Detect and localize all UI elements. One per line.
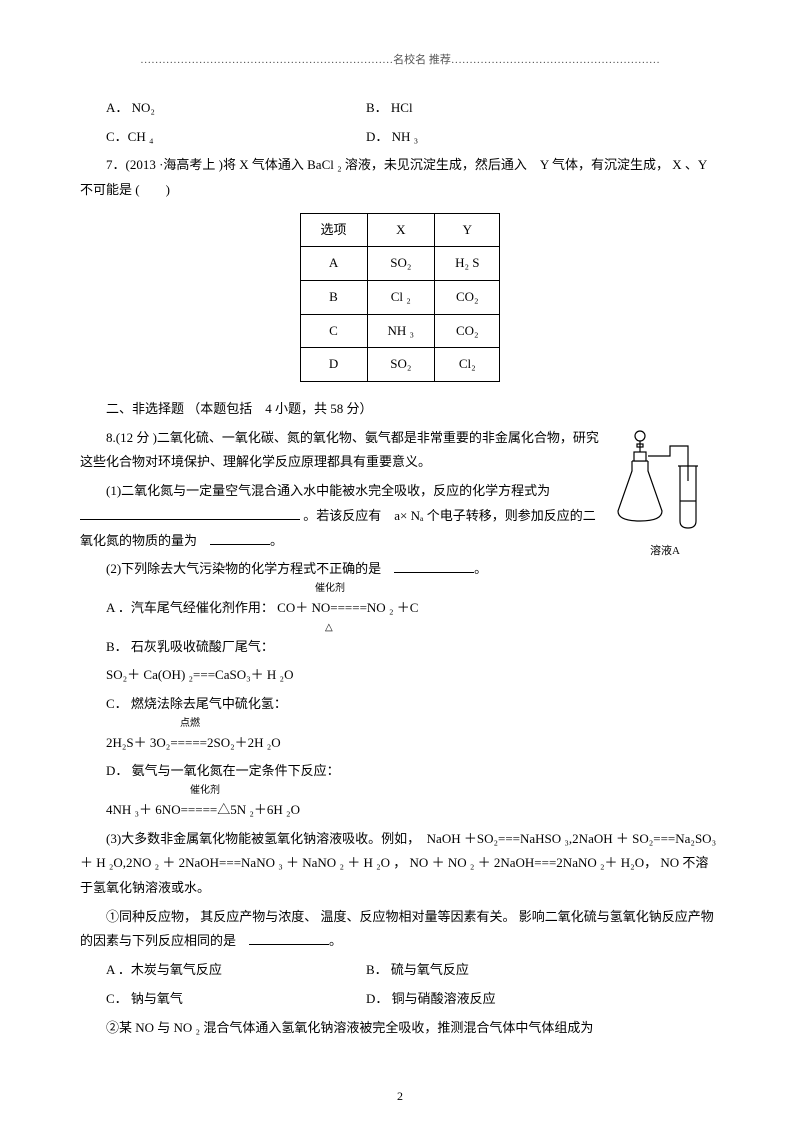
section2-heading: 二、非选择题 （本题包括 4 小题，共 58 分） <box>80 397 720 422</box>
q8-2a-bot-annot: △ <box>80 623 720 633</box>
q8-3-opt-a: A ．木炭与氧气反应 <box>106 958 366 983</box>
q7-r1c2: CO₂ <box>435 281 500 315</box>
q6-opt-a: A． NO₂ <box>106 96 366 121</box>
q8-2b-t: B． 石灰乳吸收硫酸厂尾气： <box>80 635 720 660</box>
q8-2d-t: D． 氨气与一氧化氮在一定条件下反应： <box>80 759 720 784</box>
q7-r0c1: SO₂ <box>367 247 435 281</box>
q8-2-text: (2)下列除去大气污染物的化学方程式不正确的是 <box>106 561 394 576</box>
q7-table: 选项 X Y A SO₂ H₂ S B Cl ₂ CO₂ C NH ₃ CO₂ … <box>300 213 501 382</box>
q8-2d-annot: 催化剂 <box>80 786 720 796</box>
q8-3-opt-d: D． 铜与硝酸溶液反应 <box>366 987 720 1012</box>
blank-1 <box>80 506 300 520</box>
q6-opt-c: C．CH ₄ <box>106 125 366 150</box>
q6-options-row2: C．CH ₄ D． NH ₃ <box>80 125 720 150</box>
q8-3: (3)大多数非金属氧化物能被氢氧化钠溶液吸收。例如， NaOH ＋SO₂===N… <box>80 827 720 901</box>
apparatus-figure: 溶液A <box>610 426 720 562</box>
q8-2c-t: C． 燃烧法除去尾气中硫化氢： <box>80 692 720 717</box>
q8-3-opt-b: B． 硫与氧气反应 <box>366 958 720 983</box>
q7-th-2: Y <box>435 213 500 247</box>
q8-2d-e: 4NH ₃＋ 6NO=====△5N ₂＋6H ₂O <box>80 798 720 823</box>
q7-r2c0: C <box>300 314 367 348</box>
q7-r0c0: A <box>300 247 367 281</box>
q8-3-opts-row1: A ．木炭与氧气反应 B． 硫与氧气反应 <box>80 958 720 983</box>
q8-3-2: ②某 NO 与 NO ₂ 混合气体通入氢氧化钠溶液被完全吸收，推测混合气体中气体… <box>80 1016 720 1041</box>
q7-r1c0: B <box>300 281 367 315</box>
q7-r1c1: Cl ₂ <box>367 281 435 315</box>
q8-2b-e: SO₂＋ Ca(OH) ₂===CaSO₃＋ H ₂O <box>80 663 720 688</box>
blank-3 <box>394 559 474 573</box>
q7-r3c1: SO₂ <box>367 348 435 382</box>
q6-opt-b: B． HCl <box>366 96 720 121</box>
q8-2c-e: 2H₂S＋ 3O₂=====2SO₂＋2H ₂O <box>80 731 720 756</box>
q7-r3c0: D <box>300 348 367 382</box>
q8-1a: (1)二氧化氮与一定量空气混合通入水中能被水完全吸收，反应的化学方程式为 <box>106 483 550 498</box>
figure-label: 溶液A <box>650 545 680 557</box>
page-number: 2 <box>0 1085 800 1108</box>
q7-r3c2: Cl₂ <box>435 348 500 382</box>
q8-2a-top-annot: 催化剂 <box>80 584 720 594</box>
q7-r0c2: H₂ S <box>435 247 500 281</box>
blank-4 <box>249 931 329 945</box>
q7-r2c2: CO₂ <box>435 314 500 348</box>
q7-th-0: 选项 <box>300 213 367 247</box>
q6-opt-d: D． NH ₃ <box>366 125 720 150</box>
q7-th-1: X <box>367 213 435 247</box>
q8-1c: 。 <box>270 533 283 548</box>
blank-2 <box>210 531 270 545</box>
q8-2a: A ．汽车尾气经催化剂作用： CO＋ NO=====NO ₂ ＋C <box>80 596 720 621</box>
q8-3-opt-c: C． 钠与氧气 <box>106 987 366 1012</box>
q7-stem: 7．(2013 ·海高考上 )将 X 气体通入 BaCl ₂ 溶液，未见沉淀生成… <box>80 153 720 202</box>
q7-r2c1: NH ₃ <box>367 314 435 348</box>
q8-2c-annot: 点燃 <box>80 719 720 729</box>
q6-options-row1: A． NO₂ B． HCl <box>80 96 720 121</box>
q8-3-1: ①同种反应物， 其反应产物与浓度、 温度、反应物相对量等因素有关。 影响二氧化硫… <box>80 905 720 954</box>
q8-3-opts-row2: C． 钠与氧气 D． 铜与硝酸溶液反应 <box>80 987 720 1012</box>
page-header: ……………………………………………………………名校名 推荐……………………………… <box>80 50 720 71</box>
q8-3-1-text: ①同种反应物， 其反应产物与浓度、 温度、反应物相对量等因素有关。 影响二氧化硫… <box>80 909 714 949</box>
